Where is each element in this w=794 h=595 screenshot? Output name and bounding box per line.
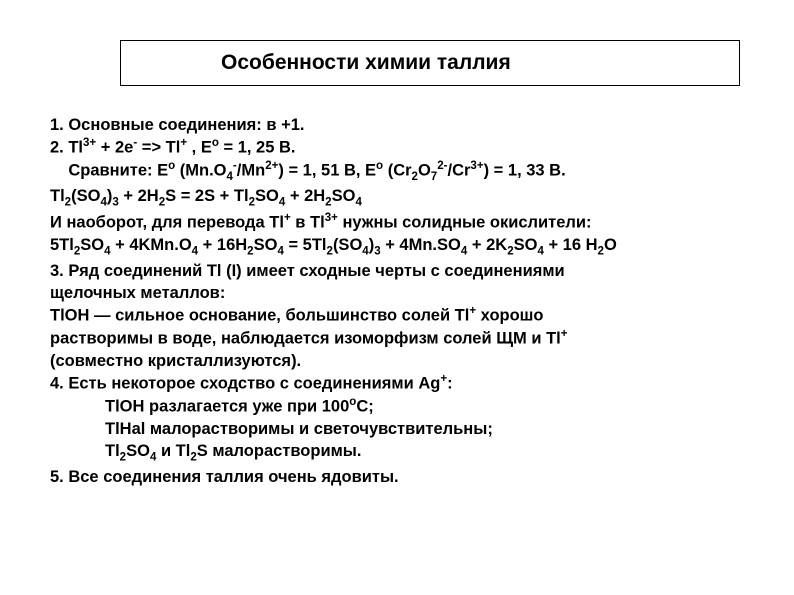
- line-3: Сравните: Eo (Mn.O4-/Mn2+) = 1, 51 B, Eo…: [50, 159, 744, 185]
- line-8: щелочных металлов:: [50, 282, 744, 304]
- line-7: 3. Ряд соединений Tl (I) имеет сходные ч…: [50, 260, 744, 282]
- line-10: растворимы в воде, наблюдается изоморфиз…: [50, 327, 744, 350]
- line-15: Tl2SO4 и Tl2S малорастворимы.: [50, 440, 744, 466]
- line-2: 2. Tl3+ + 2e- => Tl+ , Eo = 1, 25 B.: [50, 136, 744, 159]
- line-16: 5. Все соединения таллия очень ядовиты.: [50, 466, 744, 488]
- line-13: TlOH разлагается уже при 100oC;: [50, 395, 744, 418]
- line-12: 4. Есть некоторое сходство с соединениям…: [50, 372, 744, 395]
- line-5: И наоборот, для перевода Tl+ в Tl3+ нужн…: [50, 211, 744, 234]
- line-4: Tl2(SO4)3 + 2H2S = 2S + Tl2SO4 + 2H2SO4: [50, 185, 744, 211]
- content-body: 1. Основные соединения: в +1. 2. Tl3+ + …: [50, 114, 744, 488]
- line-6: 5Tl2SO4 + 4KMn.O4 + 16H2SO4 = 5Tl2(SO4)3…: [50, 234, 744, 260]
- line-1: 1. Основные соединения: в +1.: [50, 114, 744, 136]
- line-11: (совместно кристаллизуются).: [50, 350, 744, 372]
- slide-title: Особенности химии таллия: [141, 51, 719, 75]
- title-box: Особенности химии таллия: [120, 40, 740, 86]
- line-9: TlOH — сильное основание, большинство со…: [50, 304, 744, 327]
- line-14: TlHal малорастворимы и светочувствительн…: [50, 418, 744, 440]
